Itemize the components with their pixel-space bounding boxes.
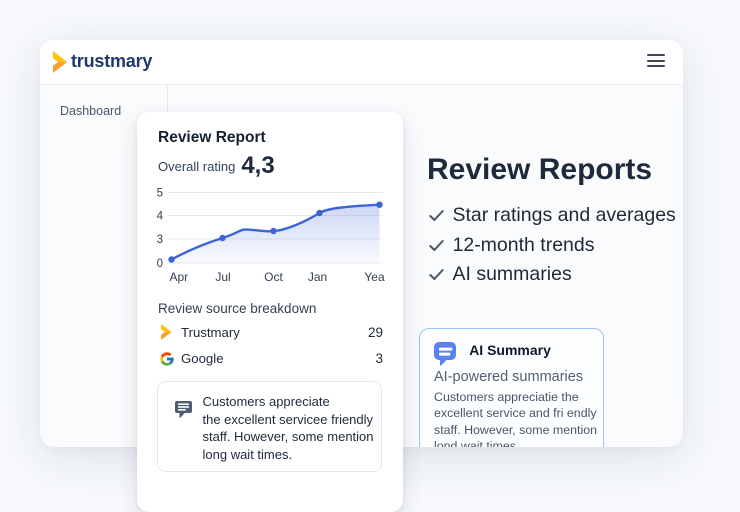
svg-text:Jan: Jan xyxy=(308,270,327,284)
svg-text:3: 3 xyxy=(157,234,163,246)
svg-text:Yea: Yea xyxy=(364,270,385,284)
svg-text:Apr: Apr xyxy=(169,270,188,284)
svg-text:0: 0 xyxy=(157,258,163,270)
svg-text:Jul: Jul xyxy=(215,270,230,284)
svg-text:5: 5 xyxy=(157,188,163,200)
svg-text:Oct: Oct xyxy=(264,270,283,284)
svg-text:4: 4 xyxy=(157,211,164,223)
